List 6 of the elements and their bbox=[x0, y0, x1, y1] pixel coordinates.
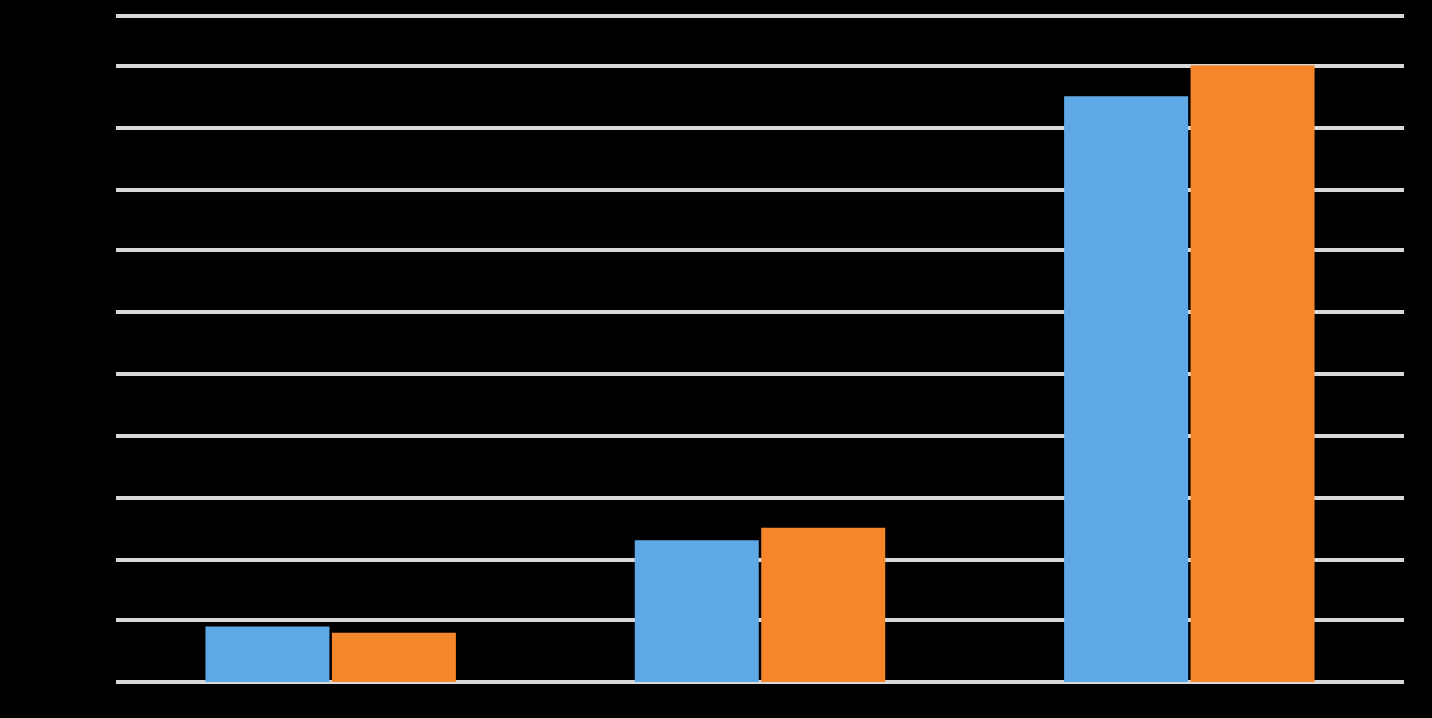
bar bbox=[1064, 96, 1189, 682]
bar bbox=[761, 527, 886, 682]
bar bbox=[634, 540, 759, 682]
bar bbox=[205, 626, 330, 682]
bar bbox=[1190, 65, 1315, 682]
bar bbox=[331, 632, 456, 682]
